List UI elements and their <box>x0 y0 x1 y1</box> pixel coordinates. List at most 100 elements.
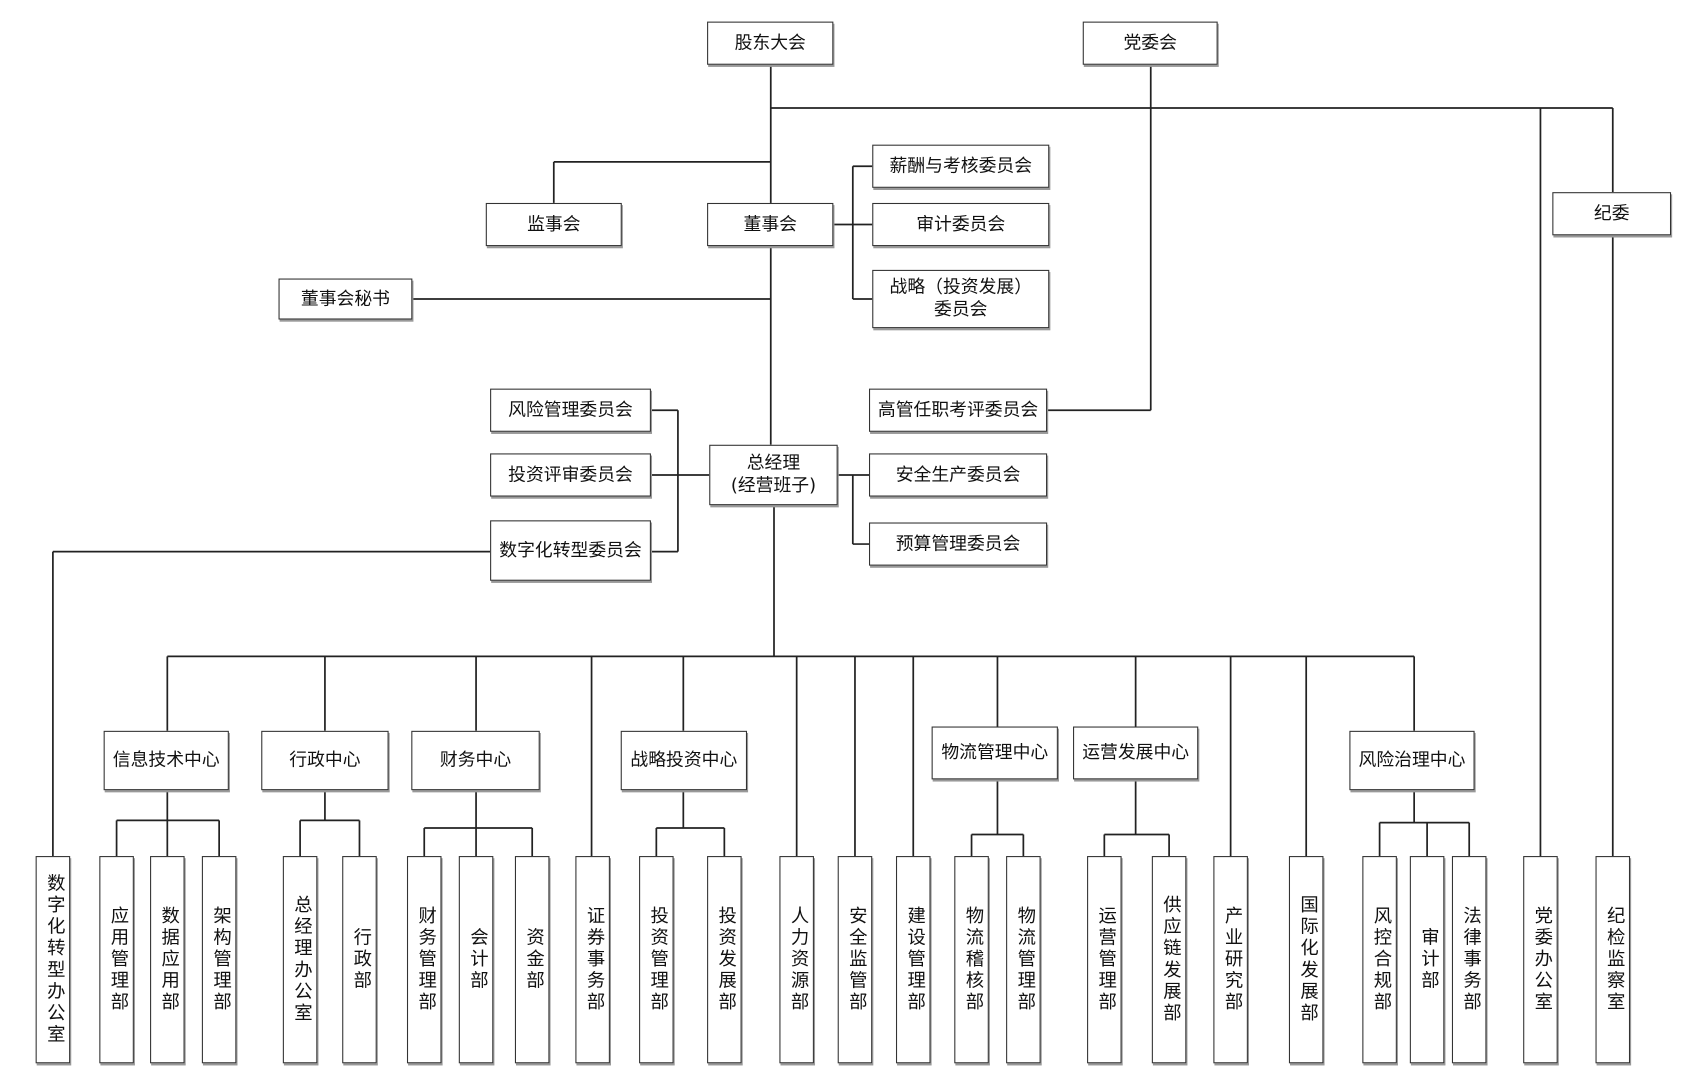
org-node-international: 国际化发展部 <box>1288 856 1324 1064</box>
org-node-legal: 法律事务部 <box>1451 856 1487 1064</box>
org-node-label: 总经理办公室 <box>289 894 312 1025</box>
org-node-label: 战略（投资发展） 委员会 <box>889 276 1033 320</box>
org-node-logistics-center: 物流管理中心 <box>931 726 1058 780</box>
org-node-digital-committee: 数字化转型委员会 <box>490 520 651 581</box>
org-node-label: 股东大会 <box>734 32 806 53</box>
org-node-operations-center: 运营发展中心 <box>1073 726 1199 780</box>
org-node-label: 建设管理部 <box>903 905 925 1014</box>
org-node-general-manager: 总经理 (经营班子) <box>709 444 838 506</box>
org-node-investment-review-committee: 投资评审委员会 <box>490 453 651 497</box>
org-node-label: 董事会 <box>743 213 797 234</box>
org-node-finance-center: 财务中心 <box>411 730 540 791</box>
org-node-label: 预算管理委员会 <box>895 532 1021 554</box>
org-node-supervisors: 监事会 <box>485 202 622 247</box>
org-node-label: 供应链发展部 <box>1158 894 1181 1025</box>
org-node-gm-office: 总经理办公室 <box>282 856 318 1064</box>
org-node-label: 法律事务部 <box>1459 905 1481 1014</box>
org-node-label: 财务中心 <box>439 749 512 770</box>
org-node-label: 战略投资中心 <box>630 749 738 770</box>
org-node-label: 高管任职考评委员会 <box>877 399 1039 420</box>
org-node-safety-committee: 安全生产委员会 <box>868 453 1048 497</box>
org-node-label: 党委会 <box>1123 32 1177 53</box>
org-node-label: 国际化发展部 <box>1296 894 1318 1025</box>
org-node-label: 人力资源部 <box>786 905 809 1014</box>
org-node-hr: 人力资源部 <box>779 856 814 1064</box>
org-node-label: 投资管理部 <box>646 905 668 1014</box>
org-node-label: 物流稽核部 <box>961 905 984 1014</box>
org-node-label: 风控合规部 <box>1369 905 1392 1014</box>
org-node-label: 产业研究部 <box>1220 905 1243 1014</box>
org-node-securities: 证券事务部 <box>575 856 610 1064</box>
org-node-invest-dev: 投资发展部 <box>707 856 742 1064</box>
org-node-label: 风险治理中心 <box>1358 749 1466 770</box>
org-node-label: 数据应用部 <box>157 905 179 1014</box>
org-node-risk-committee: 风险管理委员会 <box>490 388 651 432</box>
org-node-exec-evaluation-committee: 高管任职考评委员会 <box>868 388 1048 432</box>
org-node-label: 投资发展部 <box>714 905 736 1014</box>
org-node-label: 总经理 (经营班子) <box>730 452 817 496</box>
org-node-label: 风险管理委员会 <box>508 399 633 420</box>
org-node-label: 财务管理部 <box>414 905 436 1014</box>
org-node-audit-dept: 审计部 <box>1409 856 1445 1064</box>
org-node-label: 监事会 <box>527 213 581 234</box>
org-node-label: 安全监管部 <box>844 905 867 1014</box>
org-node-label: 运营管理部 <box>1094 905 1116 1014</box>
org-node-party-committee: 党委会 <box>1082 21 1218 65</box>
org-node-label: 数字化转型办公室 <box>42 873 65 1047</box>
org-node-audit-committee: 审计委员会 <box>872 202 1050 247</box>
org-node-label: 会计部 <box>465 927 488 993</box>
org-node-it-center: 信息技术中心 <box>103 730 229 791</box>
org-node-logistics-mgmt: 物流管理部 <box>1006 856 1041 1064</box>
org-node-label: 信息技术中心 <box>112 749 220 770</box>
org-node-supply-chain: 供应链发展部 <box>1151 856 1187 1064</box>
org-node-label: 证券事务部 <box>582 905 605 1014</box>
org-node-app-mgmt: 应用管理部 <box>99 856 134 1064</box>
org-node-label: 数字化转型委员会 <box>499 539 642 560</box>
org-node-label: 物流管理部 <box>1013 905 1035 1014</box>
org-node-strategy-invest-center: 战略投资中心 <box>620 730 748 791</box>
org-node-admin-dept: 行政部 <box>342 856 377 1064</box>
org-node-label: 架构管理部 <box>209 905 231 1014</box>
org-node-industry-research: 产业研究部 <box>1213 856 1248 1064</box>
org-node-label: 行政部 <box>349 927 371 993</box>
org-node-logistics-audit: 物流稽核部 <box>954 856 989 1064</box>
org-node-strategy-committee: 战略（投资发展） 委员会 <box>872 269 1050 329</box>
org-node-admin-center: 行政中心 <box>261 730 389 791</box>
org-node-data-app: 数据应用部 <box>150 856 185 1064</box>
org-node-label: 审计部 <box>1416 927 1439 993</box>
org-node-arch-mgmt: 架构管理部 <box>201 856 237 1064</box>
org-node-accounting: 会计部 <box>458 856 494 1064</box>
org-node-budget-committee: 预算管理委员会 <box>868 522 1048 566</box>
org-node-label: 安全生产委员会 <box>895 463 1021 485</box>
org-node-label: 运营发展中心 <box>1082 741 1190 763</box>
org-node-shareholders: 股东大会 <box>707 21 834 65</box>
org-node-digital-office: 数字化转型办公室 <box>35 856 71 1064</box>
org-node-risk-center: 风险治理中心 <box>1349 730 1475 791</box>
org-node-label: 党委办公室 <box>1530 905 1552 1014</box>
org-node-discipline-committee: 纪委 <box>1552 192 1672 236</box>
org-node-label: 薪酬与考核委员会 <box>889 155 1033 176</box>
org-node-label: 审计委员会 <box>916 213 1006 234</box>
org-node-board-secretary: 董事会秘书 <box>278 278 413 320</box>
org-node-board: 董事会 <box>707 202 834 247</box>
org-node-label: 行政中心 <box>289 749 361 770</box>
org-node-fin-mgmt: 财务管理部 <box>406 856 442 1064</box>
org-node-discipline-office: 纪检监察室 <box>1595 856 1631 1064</box>
org-node-label: 投资评审委员会 <box>508 463 633 485</box>
org-node-construction: 建设管理部 <box>895 856 931 1064</box>
org-node-risk-compliance: 风控合规部 <box>1362 856 1397 1064</box>
org-node-compensation-committee: 薪酬与考核委员会 <box>872 144 1050 188</box>
org-node-label: 应用管理部 <box>106 905 129 1014</box>
org-node-safety-supervision: 安全监管部 <box>837 856 873 1064</box>
org-node-invest-mgmt: 投资管理部 <box>639 856 674 1064</box>
org-node-label: 纪检监察室 <box>1602 905 1625 1014</box>
org-node-party-office: 党委办公室 <box>1523 856 1558 1064</box>
org-node-label: 纪委 <box>1593 202 1630 224</box>
org-node-treasury: 资金部 <box>514 856 550 1064</box>
org-node-ops-mgmt: 运营管理部 <box>1087 856 1122 1064</box>
org-node-label: 董事会秘书 <box>300 287 390 309</box>
org-node-label: 资金部 <box>522 927 544 993</box>
org-node-label: 物流管理中心 <box>941 741 1049 763</box>
